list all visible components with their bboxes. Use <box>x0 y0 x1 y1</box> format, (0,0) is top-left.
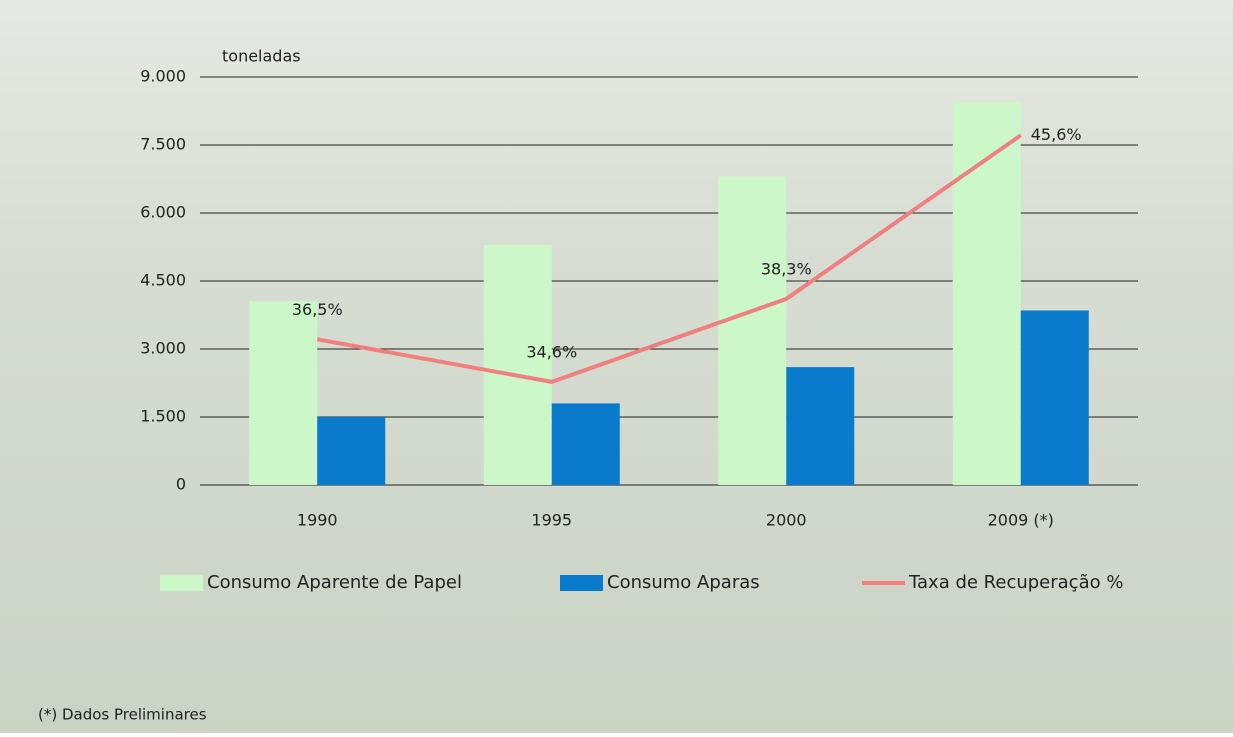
bar <box>786 367 855 485</box>
bar <box>1020 310 1089 485</box>
x-tick-label: 2000 <box>766 511 807 530</box>
bar <box>952 101 1021 485</box>
legend-label: Taxa de Recuperação % <box>908 572 1123 593</box>
legend-label: Consumo Aparas <box>607 572 760 593</box>
y-tick-label: 9.000 <box>140 67 186 86</box>
legend-swatch <box>160 575 203 591</box>
y-tick-label: 3.000 <box>140 339 186 358</box>
footnote: (*) Dados Preliminares <box>38 706 207 724</box>
bar <box>483 244 552 485</box>
bar <box>551 403 620 485</box>
x-tick-label: 2009 (*) <box>988 511 1054 530</box>
data-label: 34,6% <box>526 342 577 361</box>
legend-swatch <box>560 575 603 591</box>
data-label: 36,5% <box>292 300 343 319</box>
y-tick-label: 4.500 <box>140 271 186 290</box>
bar <box>249 301 318 485</box>
line <box>316 133 1022 384</box>
y-tick-label: 6.000 <box>140 203 186 222</box>
x-tick-label: 1990 <box>297 511 338 530</box>
y-tick-label: 1.500 <box>140 407 186 426</box>
y-tick-label: 7.500 <box>140 135 186 154</box>
data-label: 38,3% <box>761 259 812 278</box>
x-tick-label: 1995 <box>531 511 572 530</box>
bar <box>718 176 787 485</box>
y-tick-label: 0 <box>176 475 186 494</box>
bar <box>317 417 386 485</box>
legend-label: Consumo Aparente de Papel <box>207 572 462 593</box>
data-label: 45,6% <box>1031 125 1082 144</box>
y-axis-label: toneladas <box>222 47 301 66</box>
